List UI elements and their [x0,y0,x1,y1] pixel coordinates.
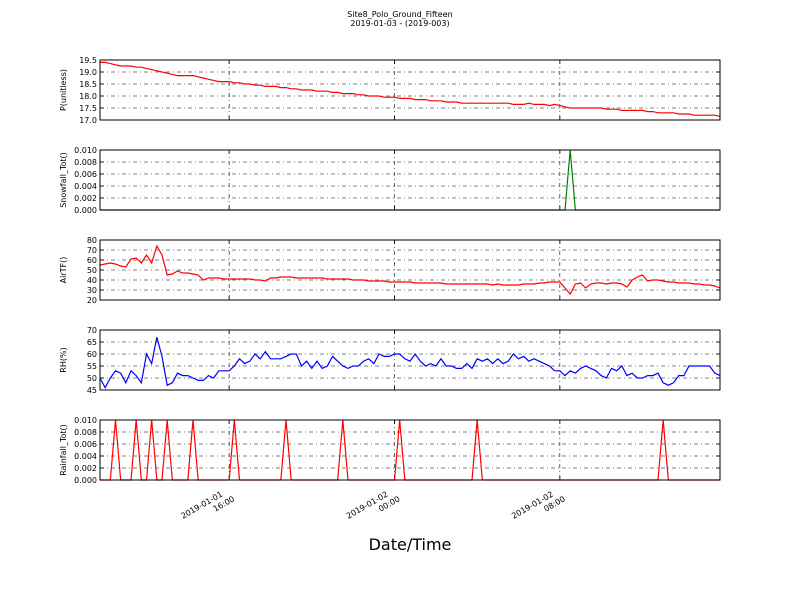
y-tick-label: 0.008 [74,158,97,167]
plot-frame [99,419,721,481]
y-tick-label: 45 [87,386,97,395]
y-tick-label: 0.000 [74,206,97,215]
series-line [100,61,721,117]
plot-frame [99,329,721,391]
y-axis-label: Rainfall_Tot() [59,424,68,476]
y-tick-label: 0.004 [74,182,97,191]
y-tick-label: 40 [87,276,97,285]
x-tick-label: 2019-01-0208:00 [510,486,567,530]
y-tick-label: 60 [87,256,97,265]
y-axis-label: Snowfall_Tot() [59,152,68,208]
chart-title: Site8_Polo_Ground_Fifteen [347,10,452,19]
series-line [100,419,720,481]
x-tick-label: 2019-01-0116:00 [179,486,236,530]
y-tick-label: 0.010 [74,416,97,425]
y-tick-label: 0.008 [74,428,97,437]
y-tick-label: 17.0 [79,116,97,125]
plot-frame [99,59,721,121]
y-tick-label: 60 [87,350,97,359]
series-line [100,149,720,211]
y-tick-label: 0.006 [74,440,97,449]
series-line [99,337,721,389]
y-tick-label: 0.000 [74,476,97,485]
y-tick-label: 70 [87,326,97,335]
y-tick-label: 20 [87,296,97,305]
y-tick-label: 18.5 [79,80,97,89]
y-tick-label: 55 [87,362,97,371]
y-axis-label: AirTF() [59,257,68,284]
y-tick-label: 50 [87,374,97,383]
x-axis-label: Date/Time [369,535,452,554]
y-tick-label: 17.5 [79,104,97,113]
y-axis-label: P(unitless) [59,69,68,111]
y-tick-label: 30 [87,286,97,295]
y-tick-label: 18.0 [79,92,97,101]
y-tick-label: 19.5 [79,56,97,65]
y-tick-label: 80 [87,236,97,245]
series-line [99,244,721,296]
plot-frame [99,239,721,301]
y-tick-label: 19.0 [79,68,97,77]
y-tick-label: 0.004 [74,452,97,461]
y-tick-label: 65 [87,338,97,347]
plot-frame [99,149,721,211]
y-tick-label: 0.010 [74,146,97,155]
y-tick-label: 0.002 [74,194,97,203]
y-tick-label: 0.002 [74,464,97,473]
y-tick-label: 70 [87,246,97,255]
y-tick-label: 0.006 [74,170,97,179]
y-axis-label: RH(%) [59,347,68,372]
y-tick-label: 50 [87,266,97,275]
x-tick-label: 2019-01-0200:00 [345,486,402,530]
chart-subtitle: 2019-01-03 - (2019-003) [350,19,449,28]
